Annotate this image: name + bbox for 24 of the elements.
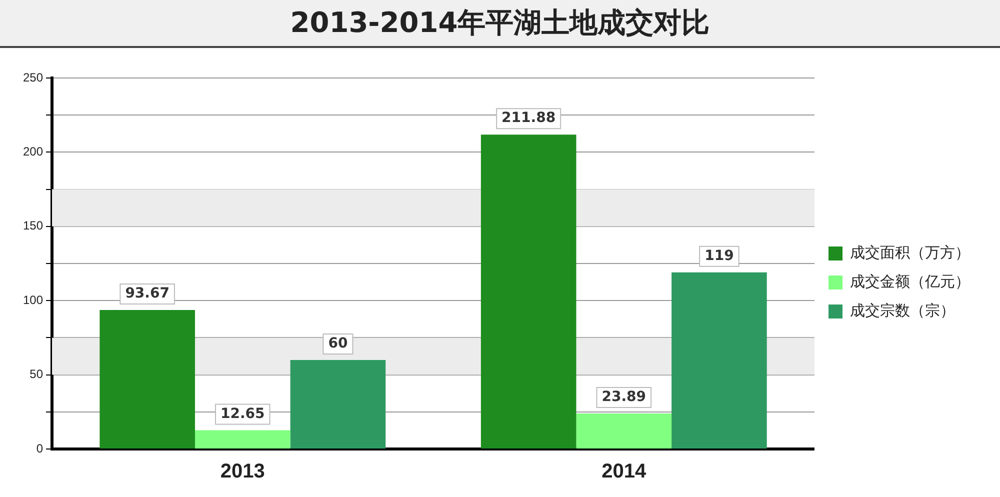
y-tick-label: 250 [22,70,44,84]
y-tick-label: 0 [36,441,44,456]
legend-label: 成交宗数（宗） [850,302,955,320]
bar [100,310,195,448]
data-label: 211.88 [502,110,556,126]
y-tick-label: 100 [22,292,44,307]
bar [290,360,386,448]
data-label: 60 [328,336,348,352]
y-tick-label: 150 [22,218,44,233]
legend-label: 成交面积（万方） [850,244,970,262]
x-tick-label: 2014 [602,460,647,483]
data-label: 12.65 [220,406,265,422]
bar [194,430,290,448]
chart-title: 2013-2014年平湖土地成交对比 [0,0,1000,48]
data-label: 119 [704,248,734,264]
bar [672,272,767,448]
bar [576,414,672,448]
y-tick-label: 50 [30,367,44,382]
legend-label: 成交金额（亿元） [850,274,970,291]
data-label: 93.67 [125,286,170,302]
data-label: 23.89 [602,389,646,406]
y-tick-label: 200 [22,144,44,159]
x-tick-label: 2013 [220,460,265,483]
bar [480,134,576,448]
